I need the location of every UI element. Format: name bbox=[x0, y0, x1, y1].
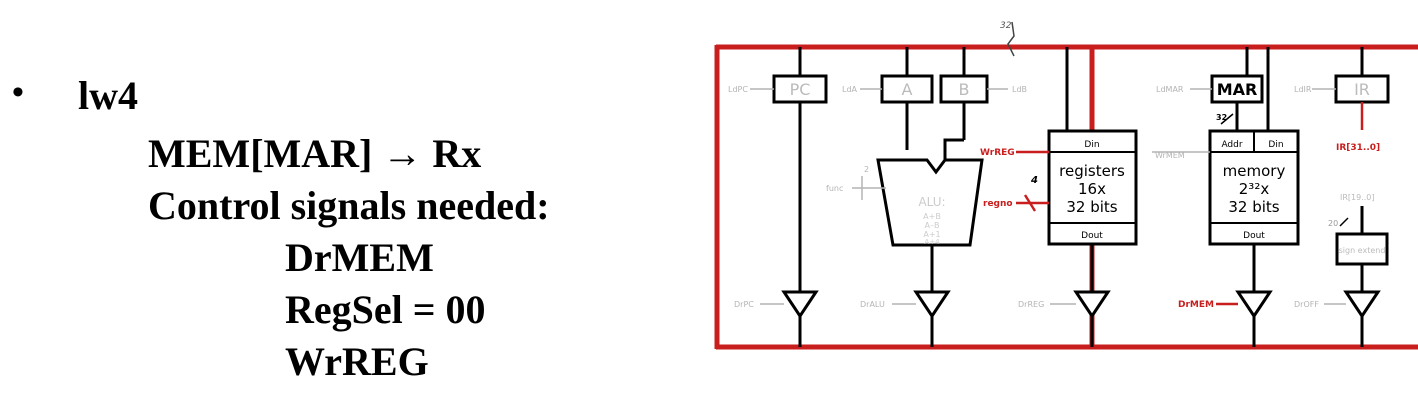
drpc-signal: DrPC bbox=[734, 300, 754, 309]
mar-width-label: 32 bbox=[1216, 113, 1227, 122]
sign-width-marker bbox=[1339, 217, 1349, 227]
ir-field-label: IR[31..0] bbox=[1336, 143, 1380, 153]
mar-label: MAR bbox=[1217, 80, 1258, 99]
memory-title: memory bbox=[1223, 162, 1286, 180]
operation-text: MEM[MAR] → Rx bbox=[148, 131, 482, 176]
func-signal: func bbox=[826, 184, 843, 193]
top-bus-width-label: 32 bbox=[1000, 21, 1012, 31]
alu-op-sub: A–B bbox=[925, 221, 940, 230]
datapath-diagram: 32 PC A B ALU: A+B A–B A+1 A+4 Din regis… bbox=[714, 21, 1418, 350]
drreg-signal: DrREG bbox=[1018, 300, 1044, 309]
ldpc-signal: LdPC bbox=[728, 85, 748, 94]
alu-op-inc: A+1 bbox=[923, 230, 940, 239]
sign-extend-label: sign extend bbox=[1339, 246, 1386, 255]
ir-offset-label: IR[19..0] bbox=[1340, 193, 1375, 202]
register-file bbox=[1047, 129, 1138, 246]
mar-register bbox=[1210, 74, 1264, 104]
load-signal-lines bbox=[750, 88, 1346, 305]
drmem-signal: DrMEM bbox=[1178, 300, 1214, 310]
droff-signal: DrOFF bbox=[1294, 300, 1319, 309]
slide-text: • lw4 MEM[MAR] → Rx Control signals need… bbox=[0, 0, 700, 402]
drpc-driver bbox=[781, 290, 819, 319]
alu-input-wires bbox=[905, 102, 966, 160]
bus-width-marker bbox=[1007, 21, 1015, 57]
wrmem-signal: WrMEM bbox=[1155, 151, 1185, 160]
signal-regsel: RegSel = 00 bbox=[285, 287, 486, 332]
driver-output-wires bbox=[798, 316, 1364, 347]
a-label: A bbox=[902, 80, 913, 99]
alu-op-add4: A+4 bbox=[924, 238, 940, 246]
signal-wrreg: WrREG bbox=[285, 339, 429, 384]
dralu-signal: DrALU bbox=[860, 300, 885, 309]
ldmar-signal: LdMAR bbox=[1156, 85, 1184, 94]
dralu-driver bbox=[913, 290, 951, 319]
bullet-marker: • bbox=[12, 74, 24, 111]
memory-size: 2³²x bbox=[1239, 180, 1270, 198]
droff-driver bbox=[1343, 290, 1381, 319]
func-width-label: 2 bbox=[864, 165, 869, 174]
drmem-driver bbox=[1235, 290, 1273, 319]
memory-width: 32 bits bbox=[1228, 198, 1279, 216]
ldir-signal: LdIR bbox=[1294, 85, 1312, 94]
b-label: B bbox=[959, 80, 970, 99]
signals-heading: Control signals needed: bbox=[148, 183, 550, 228]
register-file-width: 32 bits bbox=[1066, 198, 1117, 216]
drreg-driver bbox=[1073, 290, 1111, 319]
pc-label: PC bbox=[790, 80, 811, 99]
sign-width-label: 20 bbox=[1328, 219, 1338, 228]
ir-label: IR bbox=[1354, 80, 1370, 99]
memory-dout-port: Dout bbox=[1243, 231, 1265, 241]
signal-drmem: DrMEM bbox=[285, 235, 434, 280]
register-file-count: 16x bbox=[1078, 180, 1106, 198]
memory-addr-port: Addr bbox=[1221, 140, 1242, 150]
register-din-port: Din bbox=[1084, 140, 1099, 150]
wrreg-signal: WrREG bbox=[980, 148, 1015, 158]
mar-width-marker bbox=[1220, 113, 1234, 125]
register-file-title: registers bbox=[1059, 162, 1125, 180]
alu-unit bbox=[876, 158, 984, 247]
ldb-signal: LdB bbox=[1012, 85, 1027, 94]
memory-din-port: Din bbox=[1268, 140, 1283, 150]
regno-width-label: 4 bbox=[1030, 175, 1038, 186]
register-dout-port: Dout bbox=[1081, 231, 1103, 241]
lda-signal: LdA bbox=[842, 85, 858, 94]
upper-wires bbox=[798, 47, 1364, 131]
tristate-drivers bbox=[781, 290, 1381, 319]
active-signal-lines bbox=[1016, 150, 1238, 306]
alu-label: ALU: bbox=[918, 195, 945, 209]
instruction-title: lw4 bbox=[78, 73, 138, 118]
regno-signal: regno bbox=[983, 199, 1013, 209]
alu-op-add: A+B bbox=[923, 212, 941, 221]
